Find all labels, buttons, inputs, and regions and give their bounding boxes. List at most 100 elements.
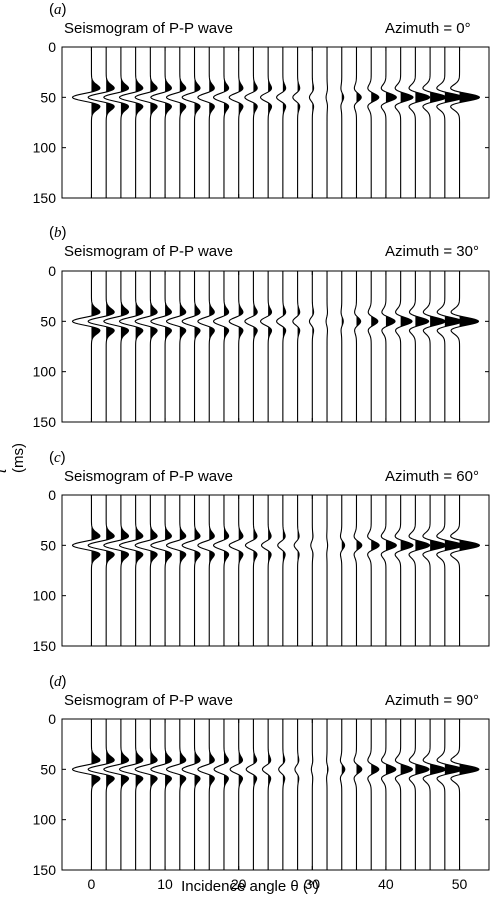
trace-28deg	[293, 47, 300, 198]
y-tick-label: 150	[33, 638, 57, 654]
trace-4deg	[104, 47, 129, 198]
trace-44deg	[409, 271, 428, 422]
trace-20deg	[229, 495, 243, 646]
trace-48deg	[437, 719, 462, 870]
panel-a-title: Seismogram of P-P wave	[64, 20, 233, 37]
trace-0deg	[73, 271, 100, 422]
trace-8deg	[135, 719, 157, 870]
trace-8deg	[135, 47, 157, 198]
panel-d-azimuth: Azimuth = 90°	[385, 692, 479, 709]
y-tick-label: 50	[40, 761, 56, 777]
trace-20deg	[229, 271, 243, 422]
trace-4deg	[104, 719, 129, 870]
trace-6deg	[120, 495, 143, 646]
panel-a-label: (a)	[49, 1, 67, 19]
trace-8deg	[135, 495, 157, 646]
trace-12deg	[167, 495, 186, 646]
trace-18deg	[214, 719, 228, 870]
trace-30deg	[311, 495, 313, 646]
trace-6deg	[120, 719, 143, 870]
trace-10deg	[151, 495, 172, 646]
trace-20deg	[230, 719, 242, 870]
trace-4deg	[104, 495, 129, 646]
trace-48deg	[437, 495, 463, 646]
trace-24deg	[261, 271, 272, 422]
trace-38deg	[368, 719, 379, 870]
trace-36deg	[354, 47, 361, 198]
trace-26deg	[279, 719, 285, 870]
trace-20deg	[229, 47, 243, 198]
trace-16deg	[198, 47, 214, 198]
trace-38deg	[368, 495, 380, 646]
panel-a-frame	[62, 47, 489, 198]
panel-c-frame	[62, 495, 489, 646]
trace-10deg	[151, 271, 172, 422]
y-tick-label: 0	[48, 487, 56, 503]
trace-0deg	[73, 47, 100, 198]
trace-42deg	[395, 47, 413, 198]
trace-22deg	[245, 495, 257, 646]
trace-36deg	[354, 719, 362, 870]
y-tick-label: 0	[48, 711, 56, 727]
trace-32deg	[326, 271, 327, 422]
panel-c-azimuth: Azimuth = 60°	[385, 468, 479, 485]
trace-34deg	[341, 271, 343, 422]
y-tick-label: 100	[33, 364, 57, 380]
y-tick-label: 150	[33, 862, 57, 878]
y-tick-label: 150	[33, 190, 57, 206]
trace-48deg	[437, 271, 462, 422]
y-tick-label: 50	[40, 537, 56, 553]
trace-28deg	[293, 271, 300, 422]
y-tick-label: 100	[33, 812, 57, 828]
panel-c-title: Seismogram of P-P wave	[64, 468, 233, 485]
trace-40deg	[381, 495, 396, 646]
trace-16deg	[198, 495, 214, 646]
trace-0deg	[73, 495, 100, 646]
y-tick-label: 50	[40, 89, 56, 105]
trace-26deg	[277, 47, 286, 198]
panel-b-azimuth: Azimuth = 30°	[385, 243, 479, 260]
trace-44deg	[409, 495, 430, 646]
trace-50deg	[451, 271, 478, 422]
trace-2deg	[88, 719, 114, 870]
trace-2deg	[88, 271, 114, 422]
y-tick-label: 0	[48, 263, 56, 279]
trace-50deg	[451, 719, 479, 870]
trace-6deg	[120, 271, 143, 422]
trace-12deg	[167, 271, 186, 422]
trace-46deg	[423, 495, 446, 646]
trace-28deg	[294, 495, 299, 646]
trace-8deg	[135, 271, 157, 422]
panel-d-title: Seismogram of P-P wave	[64, 692, 233, 709]
trace-24deg	[262, 719, 270, 870]
trace-34deg	[340, 719, 344, 870]
trace-0deg	[73, 719, 100, 870]
y-tick-label: 100	[33, 140, 57, 156]
trace-32deg	[327, 495, 328, 646]
trace-46deg	[423, 271, 445, 422]
trace-16deg	[198, 719, 214, 870]
trace-22deg	[245, 271, 257, 422]
trace-36deg	[355, 271, 361, 422]
trace-10deg	[151, 719, 172, 870]
trace-32deg	[327, 719, 328, 870]
trace-18deg	[214, 47, 229, 198]
trace-44deg	[409, 719, 429, 870]
trace-42deg	[396, 271, 412, 422]
trace-24deg	[261, 47, 272, 198]
trace-38deg	[368, 47, 379, 198]
panel-c-label: (c)	[49, 449, 66, 467]
trace-2deg	[88, 495, 114, 646]
trace-30deg	[309, 47, 313, 198]
trace-26deg	[278, 495, 285, 646]
trace-18deg	[214, 271, 229, 422]
trace-50deg	[451, 47, 480, 198]
trace-14deg	[182, 719, 200, 870]
trace-30deg	[311, 719, 312, 870]
trace-40deg	[382, 719, 396, 870]
trace-2deg	[88, 47, 114, 198]
